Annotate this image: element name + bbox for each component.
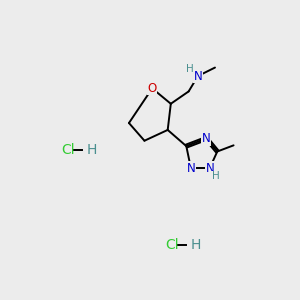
Text: Cl: Cl <box>61 143 74 157</box>
Text: H: H <box>86 143 97 157</box>
Text: N: N <box>187 162 195 175</box>
Text: H: H <box>212 171 220 181</box>
Text: H: H <box>191 238 201 252</box>
Text: Cl: Cl <box>165 238 179 252</box>
Text: N: N <box>194 70 202 83</box>
Text: N: N <box>202 132 211 145</box>
Text: H: H <box>185 64 193 74</box>
Text: O: O <box>148 82 157 95</box>
Text: N: N <box>206 162 215 175</box>
